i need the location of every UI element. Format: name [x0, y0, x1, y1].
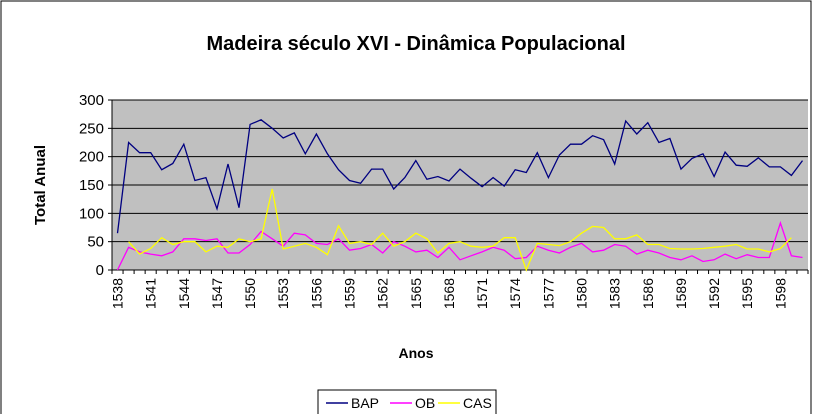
x-tick-label: 1538 [110, 278, 126, 309]
y-tick-label: 250 [79, 120, 104, 137]
x-tick-label: 1580 [574, 278, 590, 309]
x-tick-label: 1598 [772, 278, 788, 309]
chart-title: Madeira século XVI - Dinâmica Populacion… [206, 33, 625, 55]
x-tick-label: 1565 [408, 278, 424, 309]
y-axis-label: Total Anual [32, 145, 49, 225]
y-tick-label: 50 [87, 234, 104, 251]
legend-label: CAS [463, 395, 492, 411]
legend-label: BAP [351, 395, 379, 411]
x-tick-label: 1583 [607, 278, 623, 309]
x-tick-label: 1559 [342, 278, 358, 309]
x-tick-label: 1553 [275, 278, 291, 309]
x-tick-label: 1586 [640, 278, 656, 309]
x-axis-label: Anos [399, 345, 434, 361]
x-tick-label: 1550 [242, 278, 258, 309]
x-tick-label: 1574 [507, 278, 523, 309]
x-tick-label: 1571 [474, 278, 490, 309]
y-tick-label: 100 [79, 205, 104, 222]
y-tick-label: 200 [79, 149, 104, 166]
x-tick-label: 1592 [706, 278, 722, 309]
x-tick-label: 1544 [176, 278, 192, 309]
x-tick-label: 1541 [143, 278, 159, 309]
y-tick-label: 300 [79, 92, 104, 109]
x-tick-label: 1547 [209, 278, 225, 309]
legend-label: OB [415, 395, 435, 411]
series-line [116, 220, 803, 271]
y-tick-label: 0 [96, 262, 104, 279]
legend [317, 389, 497, 414]
x-tick-label: 1556 [308, 278, 324, 309]
series-line [116, 119, 804, 234]
x-tick-label: 1577 [540, 278, 556, 309]
x-tick-label: 1589 [673, 278, 689, 309]
y-tick-label: 150 [79, 177, 104, 194]
series-line [128, 188, 792, 272]
x-tick-label: 1568 [441, 278, 457, 309]
x-tick-label: 1595 [739, 278, 755, 309]
x-tick-label: 1562 [375, 278, 391, 309]
